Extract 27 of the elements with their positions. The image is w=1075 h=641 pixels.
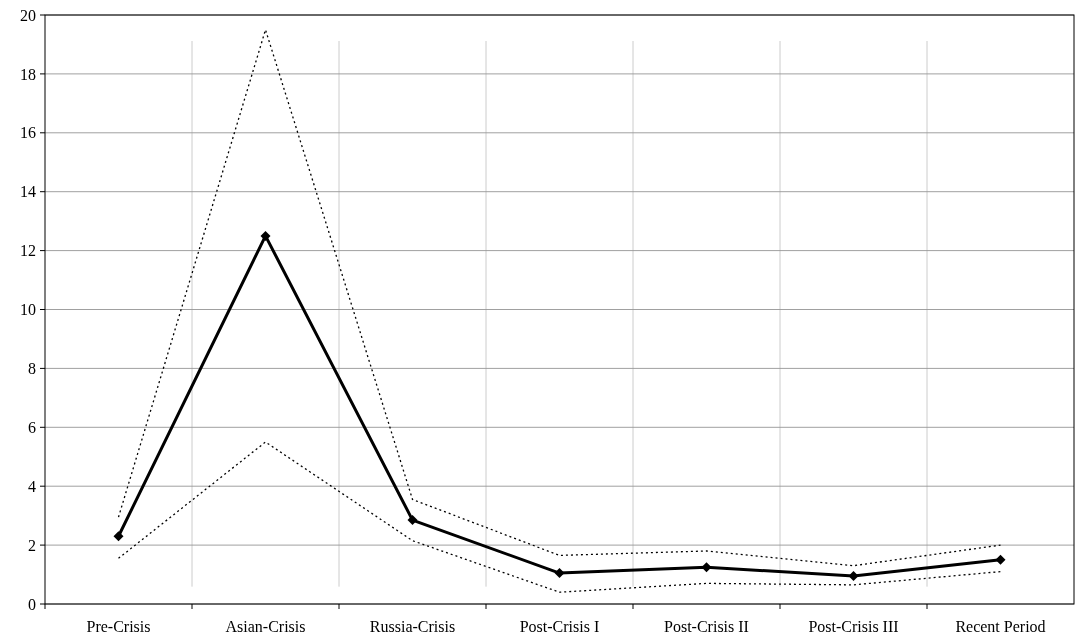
point [407,515,418,526]
x-tick-label: Pre-Crisis [86,618,151,635]
line-series [117,441,1002,593]
point [260,230,271,241]
y-tick-label: 8 [28,360,36,377]
x-tick-label: Post-Crisis II [664,618,749,635]
y-tick-label: 20 [20,6,36,24]
y-tick-label: 2 [28,536,36,554]
point [701,562,712,573]
y-tick-label: 14 [20,183,36,201]
x-tick-label: Asian-Crisis [225,618,306,635]
point [113,531,124,542]
y-tick-label: 18 [20,65,36,83]
y-tick-label: 10 [20,301,36,319]
y-tick-label: 0 [28,595,36,613]
point [995,554,1006,565]
x-tick-label: Russia-Crisis [369,618,456,635]
point [848,571,859,582]
y-tick-label: 16 [20,124,36,142]
line-series [117,29,1002,567]
y-tick-label: 12 [20,242,36,260]
x-tick-label: Post-Crisis I [519,618,600,635]
point [554,568,565,579]
x-tick-label: Post-Crisis III [808,618,899,635]
x-tick-label: Recent Period [955,618,1046,635]
y-tick-label: 6 [28,418,36,436]
y-tick-label: 4 [28,477,36,495]
